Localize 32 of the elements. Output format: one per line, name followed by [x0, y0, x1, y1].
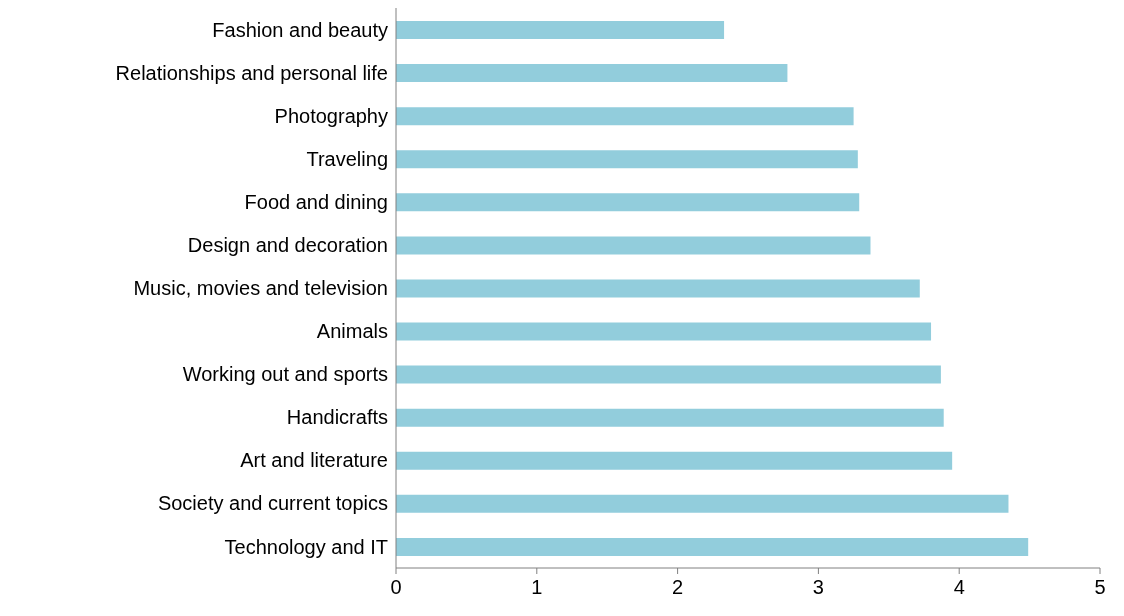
y-tick-label: Working out and sports: [182, 363, 388, 386]
bar: [396, 537, 1029, 556]
bar: [396, 451, 953, 470]
y-tick-label: Fashion and beauty: [212, 18, 388, 41]
y-tick-label: Animals: [316, 320, 388, 343]
bar: [396, 21, 725, 39]
y-tick-label: Relationships and personal life: [115, 61, 388, 84]
x-tick-label: 5: [1094, 576, 1106, 599]
y-tick-label: Photography: [274, 104, 388, 127]
y-tick-label: Design and decoration: [187, 234, 388, 257]
bar: [396, 279, 920, 298]
bar: [396, 408, 944, 427]
y-tick-label: Handicrafts: [286, 406, 388, 429]
x-tick-label: 2: [672, 576, 684, 599]
bar: [396, 107, 854, 126]
bar: [396, 322, 932, 341]
x-tick-label: 4: [953, 576, 965, 599]
bar: [396, 64, 788, 83]
y-tick-label: Society and current topics: [157, 492, 388, 515]
y-tick-label: Technology and IT: [224, 535, 388, 558]
y-tick-label: Food and dining: [244, 190, 388, 213]
y-tick-label: Traveling: [306, 147, 388, 170]
bar: [396, 236, 871, 255]
bar: [396, 494, 1009, 513]
bar: [396, 193, 860, 212]
y-tick-label: Music, movies and television: [133, 277, 388, 300]
bar: [396, 150, 858, 169]
y-tick-label: Art and literature: [240, 449, 388, 472]
x-tick-label: 0: [390, 576, 402, 599]
x-tick-label: 1: [531, 576, 543, 599]
bar: [396, 365, 941, 384]
x-tick-label: 3: [812, 576, 824, 599]
